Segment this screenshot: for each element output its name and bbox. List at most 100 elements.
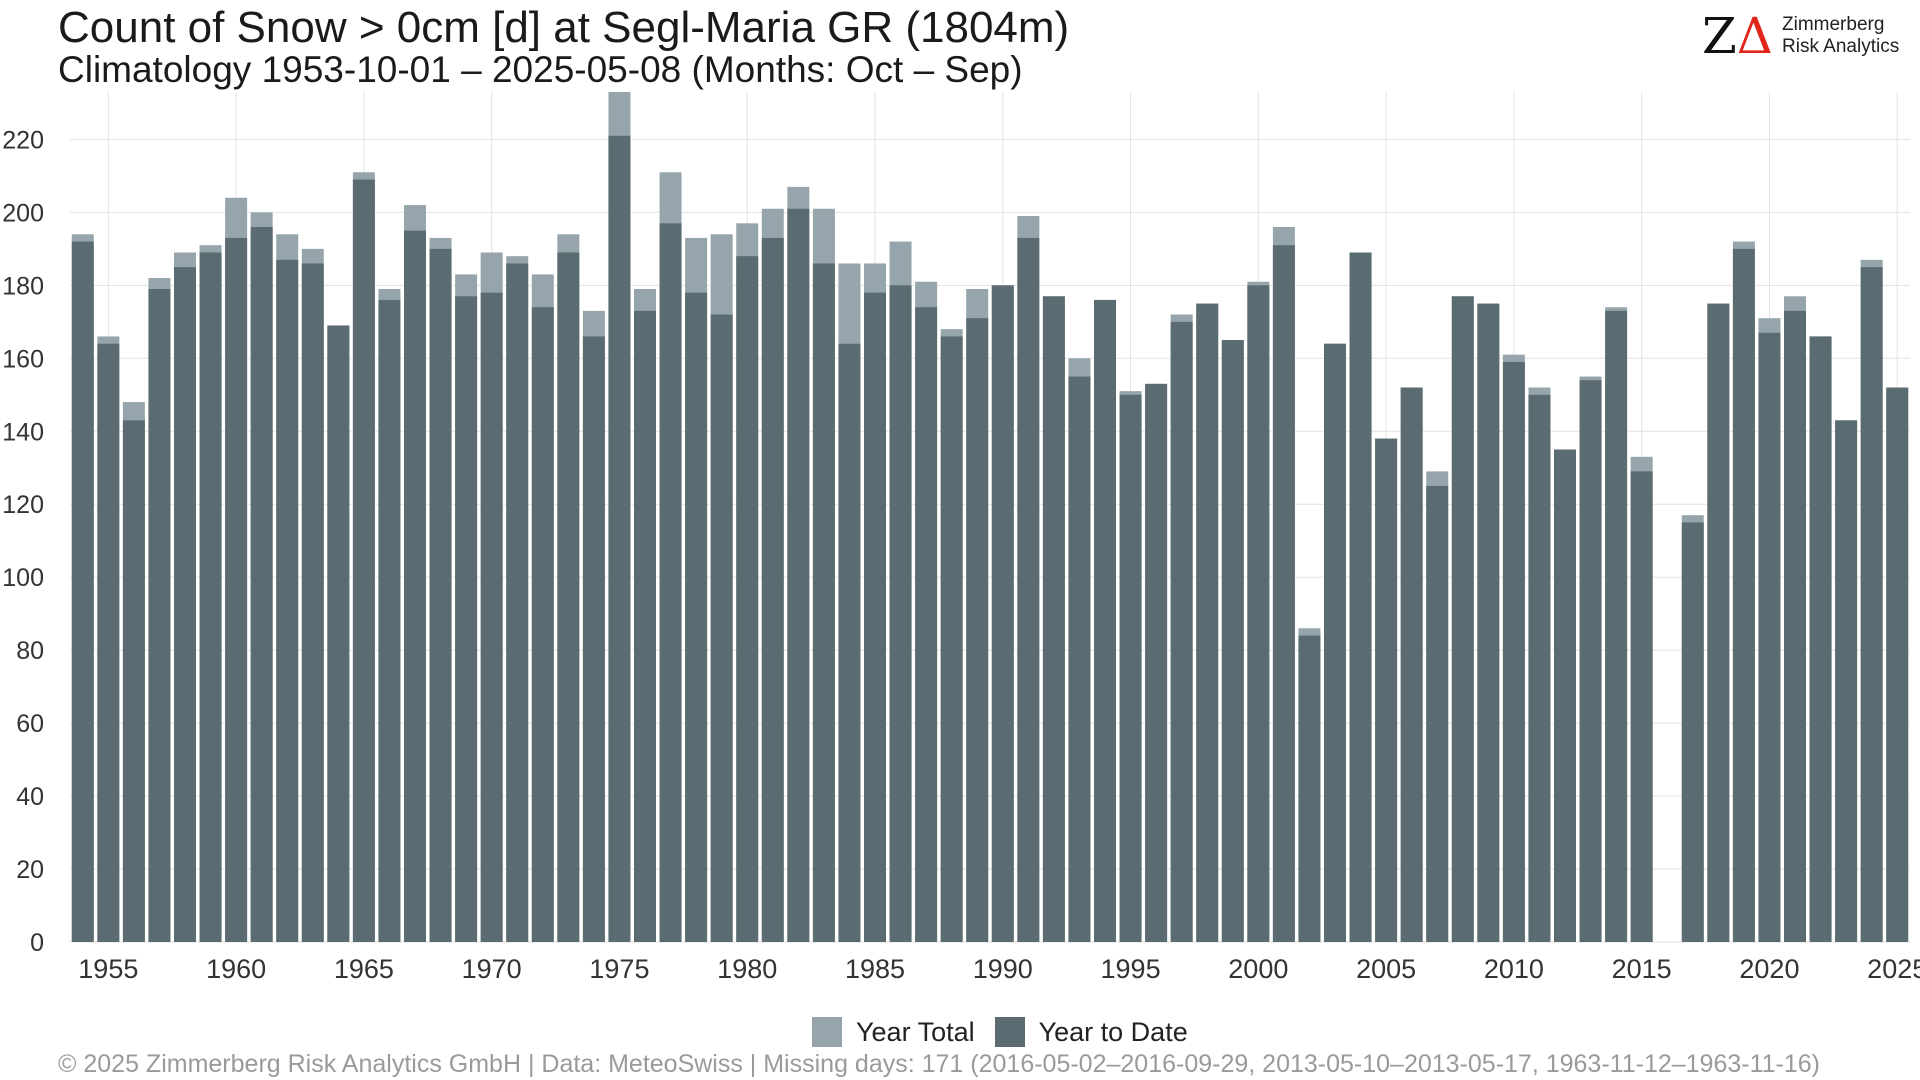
y-tick-label: 120 (2, 491, 44, 519)
bar-year-to-date (352, 179, 375, 942)
y-tick-label: 180 (2, 272, 44, 300)
bar-year-to-date (940, 336, 963, 942)
x-tick-label: 1965 (334, 954, 394, 984)
bar-year-to-date (378, 299, 401, 942)
y-tick-label: 0 (30, 929, 44, 957)
x-tick-label: 2020 (1739, 954, 1799, 984)
bar-year-to-date (429, 248, 452, 943)
x-tick-label: 1990 (973, 954, 1033, 984)
bar-year-to-date (276, 259, 299, 942)
x-tick-label: 1975 (589, 954, 649, 984)
bar-year-to-date (1042, 296, 1065, 942)
bar-year-to-date (174, 267, 196, 942)
bar-year-to-date (1272, 245, 1295, 943)
bar-year-to-date (506, 263, 529, 942)
bar-year-to-date (1170, 321, 1193, 942)
x-tick-label: 1955 (78, 954, 138, 984)
bar-year-to-date (838, 343, 861, 942)
bar-year-to-date (1605, 310, 1628, 942)
y-tick-label: 220 (2, 126, 44, 154)
bar-year-to-date (736, 256, 759, 942)
bar-year-to-date (327, 325, 350, 942)
x-tick-label: 2025 (1867, 954, 1920, 984)
bar-year-to-date (761, 237, 784, 943)
y-tick-label: 100 (2, 564, 44, 592)
bar-year-to-date (1886, 387, 1909, 943)
logo-text: Zimmerberg Risk Analytics (1782, 14, 1899, 58)
legend: Year Total Year to Date (812, 1016, 1208, 1048)
bar-year-to-date (1426, 485, 1449, 942)
bar-year-to-date (1579, 380, 1602, 943)
bar-year-to-date (148, 288, 171, 942)
legend-label-year-total: Year Total (856, 1016, 975, 1047)
bar-year-to-date (250, 226, 273, 943)
bar-year-to-date (1119, 394, 1142, 943)
y-tick-label: 20 (16, 856, 44, 884)
x-axis-tick-labels: 1955 1960 1965 1970 1975 1980 1985 1990 1995 2000… (78, 954, 1920, 984)
bar-year-to-date (1094, 299, 1116, 942)
bar-year-to-date (1145, 383, 1168, 943)
legend-item-year-to-date: Year to Date (994, 1016, 1188, 1048)
bar-year-to-date (608, 135, 631, 942)
bar-year-to-date (1400, 387, 1423, 943)
bar-year-to-date (71, 241, 94, 943)
bar-year-to-date (557, 252, 580, 942)
bar-year-to-date (1477, 303, 1500, 942)
logo-line2: Risk Analytics (1782, 36, 1900, 57)
bar-year-to-date (404, 230, 426, 943)
bar-year-to-date (1809, 336, 1832, 942)
y-tick-label: 160 (2, 345, 44, 373)
bar-year-to-date (710, 314, 733, 942)
chart-subtitle: Climatology 1953-10-01 – 2025-05-08 (Mon… (58, 49, 1023, 90)
bar-year-to-date (1681, 522, 1704, 942)
y-tick-label: 80 (16, 637, 44, 665)
legend-item-year-total: Year Total (812, 1017, 975, 1048)
company-logo: ZΔ Zimmerberg Risk Analytics (1702, 8, 1902, 64)
bar-year-to-date (1324, 343, 1346, 942)
y-tick-label: 200 (2, 199, 44, 227)
bar-year-to-date (1221, 340, 1244, 942)
x-tick-label: 1985 (845, 954, 905, 984)
bar-year-to-date (1707, 303, 1730, 942)
year-to-date-bars (71, 135, 1909, 943)
bar-year-to-date (1451, 296, 1474, 942)
bar-year-to-date (122, 420, 145, 942)
x-tick-label: 2000 (1228, 954, 1288, 984)
logo-line1: Zimmerberg (1782, 14, 1885, 35)
legend-label-year-to-date: Year to Date (1038, 1016, 1188, 1047)
x-tick-label: 2010 (1484, 954, 1544, 984)
chart-title: Count of Snow > 0cm [d] at Segl-Maria GR… (58, 3, 1070, 52)
bar-year-to-date (1784, 310, 1806, 942)
bar-year-to-date (1247, 285, 1270, 942)
bar-year-to-date (1732, 248, 1755, 943)
bar-year-to-date (1502, 361, 1525, 942)
bar-year-to-date (199, 252, 222, 942)
bar-year-to-date (991, 285, 1014, 942)
bar-year-to-date (1630, 471, 1653, 942)
bar-year-to-date (1375, 438, 1398, 942)
bar-year-to-date (97, 343, 120, 942)
bar-year-to-date (659, 223, 682, 943)
bar-year-to-date (787, 208, 810, 942)
bar-year-to-date (1298, 635, 1321, 942)
bar-year-to-date (480, 292, 503, 942)
bar-year-to-date (812, 263, 835, 942)
bar-year-to-date (1349, 252, 1372, 942)
bar-year-to-date (531, 307, 554, 942)
bar-year-to-date (1758, 332, 1781, 942)
bar-year-to-date (889, 285, 912, 942)
bar-year-to-date (1528, 394, 1551, 943)
x-tick-label: 2005 (1356, 954, 1416, 984)
legend-swatch-year-total (812, 1017, 842, 1047)
bar-year-to-date (301, 263, 324, 942)
bar-year-to-date (1068, 376, 1091, 943)
bar-year-to-date (1196, 303, 1219, 942)
x-tick-label: 1995 (1101, 954, 1161, 984)
bar-year-to-date (685, 292, 708, 942)
bar-year-to-date (455, 296, 478, 942)
bar-year-to-date (1835, 420, 1858, 942)
y-tick-label: 60 (16, 710, 44, 738)
bar-year-to-date (915, 307, 938, 942)
x-tick-label: 1960 (206, 954, 266, 984)
